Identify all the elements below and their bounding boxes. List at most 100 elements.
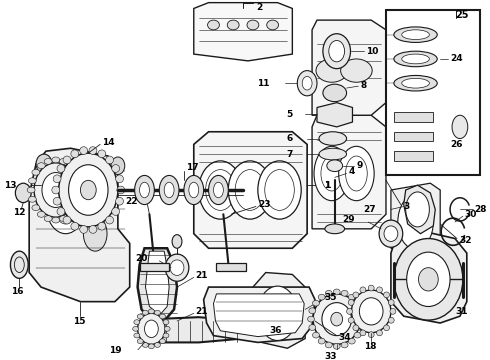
Ellipse shape [143,343,148,347]
Ellipse shape [333,289,340,295]
Ellipse shape [247,20,259,30]
Ellipse shape [228,161,271,219]
Ellipse shape [358,308,365,314]
Ellipse shape [184,175,204,204]
Ellipse shape [52,157,60,163]
Ellipse shape [318,294,325,300]
Ellipse shape [116,197,123,205]
Polygon shape [253,273,305,348]
Ellipse shape [316,59,347,82]
Ellipse shape [71,150,79,158]
Polygon shape [147,317,246,342]
Text: 36: 36 [270,326,282,335]
Ellipse shape [143,310,148,315]
Ellipse shape [388,300,394,305]
Ellipse shape [69,165,108,215]
Ellipse shape [137,339,143,343]
Ellipse shape [145,320,158,338]
Text: 23: 23 [258,200,270,209]
Ellipse shape [199,161,242,219]
Ellipse shape [189,182,199,198]
Ellipse shape [52,186,60,194]
Ellipse shape [407,252,450,306]
Polygon shape [194,132,307,248]
Ellipse shape [133,327,139,331]
Polygon shape [138,248,177,321]
Ellipse shape [348,318,354,323]
Ellipse shape [159,175,179,204]
Ellipse shape [359,298,383,325]
Ellipse shape [134,320,140,325]
Ellipse shape [98,222,106,230]
Ellipse shape [80,147,88,154]
Text: 9: 9 [356,161,363,170]
Ellipse shape [154,310,160,315]
Ellipse shape [208,20,220,30]
Ellipse shape [138,313,165,345]
Ellipse shape [32,205,40,211]
Text: 33: 33 [325,351,338,360]
Text: 19: 19 [109,346,122,355]
Ellipse shape [59,158,67,164]
Ellipse shape [214,182,223,198]
Text: 5: 5 [286,110,293,119]
Ellipse shape [37,211,45,217]
Text: 31: 31 [455,307,467,316]
Ellipse shape [66,211,74,217]
Text: 12: 12 [13,208,26,217]
Ellipse shape [348,294,355,300]
Ellipse shape [98,150,106,158]
Text: 27: 27 [364,205,376,214]
Ellipse shape [89,225,97,233]
Text: 10: 10 [366,47,379,56]
Ellipse shape [394,76,437,91]
Ellipse shape [346,309,352,314]
Ellipse shape [106,216,114,224]
Ellipse shape [341,342,348,348]
Ellipse shape [112,208,120,215]
Ellipse shape [341,59,372,82]
Ellipse shape [258,161,301,219]
Ellipse shape [329,40,344,62]
Ellipse shape [308,316,315,322]
Polygon shape [214,294,304,337]
Ellipse shape [59,153,118,227]
Ellipse shape [376,287,383,293]
Text: 21: 21 [196,271,208,280]
Ellipse shape [384,292,390,298]
Ellipse shape [398,195,433,249]
Ellipse shape [402,30,429,40]
Ellipse shape [112,165,120,172]
Ellipse shape [418,268,438,291]
Ellipse shape [402,54,429,64]
Text: 1: 1 [324,181,330,190]
Polygon shape [29,148,130,302]
Ellipse shape [333,343,340,349]
Ellipse shape [111,157,125,175]
Ellipse shape [376,330,383,336]
Ellipse shape [358,325,365,330]
Ellipse shape [341,291,348,296]
Ellipse shape [163,320,169,325]
Ellipse shape [164,182,174,198]
Polygon shape [391,183,440,258]
Ellipse shape [319,132,346,145]
Ellipse shape [452,115,468,139]
Ellipse shape [148,344,154,349]
Bar [394,132,433,141]
Ellipse shape [34,163,77,217]
Ellipse shape [59,216,67,221]
Text: 22: 22 [125,197,138,206]
Ellipse shape [209,175,228,204]
Ellipse shape [351,290,391,333]
Ellipse shape [46,175,85,234]
Polygon shape [140,263,169,271]
Ellipse shape [72,205,80,211]
Polygon shape [312,20,386,115]
Ellipse shape [75,197,83,202]
Polygon shape [146,251,169,313]
Ellipse shape [140,182,149,198]
Ellipse shape [319,148,346,160]
Ellipse shape [354,332,361,338]
Ellipse shape [137,314,143,319]
